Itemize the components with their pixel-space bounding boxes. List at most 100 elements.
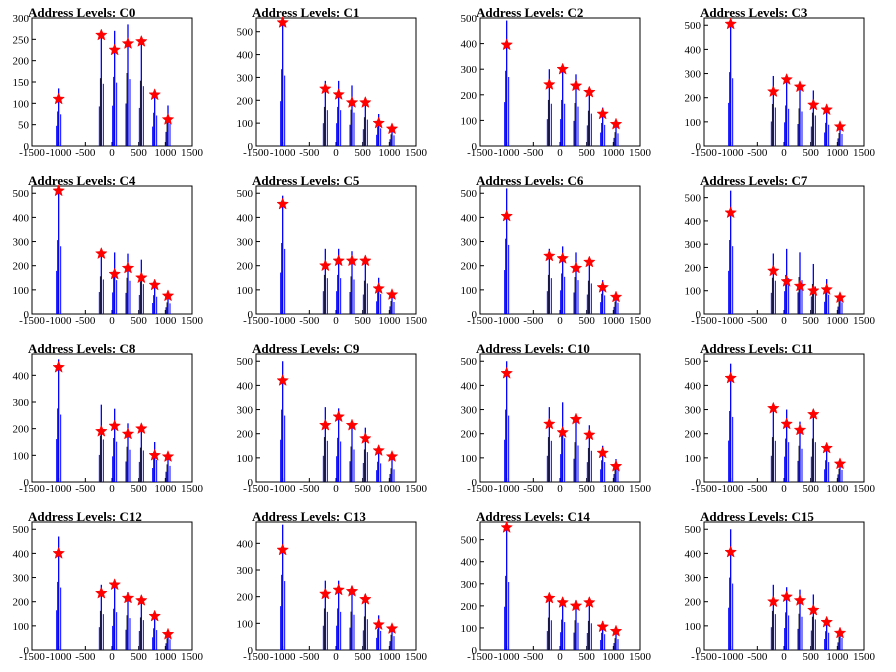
x-tick-label: 0 xyxy=(781,651,787,663)
x-tick-label: -1500 xyxy=(467,483,493,495)
star-marker xyxy=(121,427,135,440)
x-tick-label: -1000 xyxy=(270,483,296,495)
x-tick-label: -500 xyxy=(747,315,768,327)
y-tick-label: 300 xyxy=(461,237,478,249)
y-tick-label: 400 xyxy=(461,39,478,51)
chart-title: Address Levels: C5 xyxy=(252,173,360,188)
chart-title: Address Levels: C15 xyxy=(700,509,814,524)
x-tick-label: 500 xyxy=(130,651,147,663)
x-tick-label: -500 xyxy=(523,315,544,327)
x-tick-label: -1000 xyxy=(46,147,72,159)
bar-cluster xyxy=(810,594,816,650)
chart-title: Address Levels: C3 xyxy=(700,5,808,20)
star-marker xyxy=(345,254,359,267)
y-tick-label: 300 xyxy=(237,72,254,84)
y-tick-label: 500 xyxy=(237,188,254,200)
star-marker xyxy=(582,595,596,608)
chart-svg: 0 100 200 300 400 -1500 -1000 -500 0 500 1000 1500 xyxy=(237,521,428,663)
y-tick-label: 400 xyxy=(685,44,702,56)
y-tick-label: 0 xyxy=(248,645,254,657)
chart-svg: 0 100 200 300 400 500 -1500 -1000 -500 0 500 1000 15… xyxy=(685,17,876,159)
bar-cluster xyxy=(138,37,144,146)
y-tick-label: 50 xyxy=(18,120,30,132)
y-tick-label: 400 xyxy=(461,380,478,392)
y-tick-label: 0 xyxy=(248,309,254,321)
star-marker xyxy=(542,77,556,90)
y-tick-label: 0 xyxy=(248,477,254,489)
x-tick-label: -500 xyxy=(523,483,544,495)
chart-panel: Address Levels: C12 0 100 200 300 400 500 -1500… xyxy=(0,504,224,672)
bar-cluster xyxy=(322,407,328,482)
star-marker xyxy=(161,112,175,125)
y-tick-label: 0 xyxy=(24,141,30,153)
star-marker xyxy=(766,85,780,98)
star-marker xyxy=(94,424,108,437)
star-marker xyxy=(372,618,386,631)
chart-panel: Address Levels: C7 0 100 200 300 400 500 -1500-… xyxy=(672,168,896,336)
x-tick-label: 0 xyxy=(333,483,339,495)
star-marker xyxy=(569,79,583,92)
x-tick-label: -1500 xyxy=(691,651,717,663)
star-marker xyxy=(372,281,386,295)
y-tick-label: 200 xyxy=(13,597,30,609)
star-marker xyxy=(332,87,346,100)
x-tick-label: 0 xyxy=(557,315,563,327)
y-tick-label: 200 xyxy=(685,429,702,441)
y-tick-label: 200 xyxy=(461,601,478,613)
star-marker xyxy=(820,103,834,116)
bar-cluster xyxy=(770,584,776,650)
x-tick-label: 1500 xyxy=(181,147,204,159)
y-tick-label: 0 xyxy=(696,141,702,153)
bar-cluster xyxy=(56,359,62,482)
bar-cluster xyxy=(349,422,355,482)
chart-title: Address Levels: C9 xyxy=(252,341,360,356)
x-tick-label: 0 xyxy=(781,315,787,327)
star-marker xyxy=(833,626,847,639)
bar-cluster xyxy=(98,32,104,146)
star-marker xyxy=(766,595,780,608)
y-tick-label: 300 xyxy=(685,69,702,81)
x-tick-label: -500 xyxy=(75,147,96,159)
chart-svg: 0 100 200 300 400 500 -1500 -1000 -500 0 500 1000 15… xyxy=(237,353,428,495)
bar-cluster xyxy=(376,448,382,482)
x-tick-label: -1500 xyxy=(691,483,717,495)
chart-svg: 0 100 200 300 400 500 -1500 -1000 -500 0 500 1000 15… xyxy=(237,15,428,159)
chart-title: Address Levels: C7 xyxy=(700,173,808,188)
x-tick-label: -1000 xyxy=(270,315,296,327)
x-tick-label: 1000 xyxy=(378,483,401,495)
bar-cluster xyxy=(504,188,510,314)
x-tick-label: 500 xyxy=(130,315,147,327)
y-tick-label: 300 xyxy=(461,579,478,591)
star-marker xyxy=(724,545,738,558)
x-tick-label: -1500 xyxy=(19,651,45,663)
bar-cluster xyxy=(389,459,395,482)
x-tick-label: -1000 xyxy=(46,315,72,327)
star-marker xyxy=(500,520,514,533)
bar-cluster xyxy=(560,402,566,482)
bar-cluster xyxy=(504,361,510,482)
y-tick-label: 500 xyxy=(13,524,30,536)
y-tick-label: 100 xyxy=(13,450,30,462)
star-marker xyxy=(148,609,162,622)
y-tick-label: 400 xyxy=(237,380,254,392)
y-tick-label: 400 xyxy=(237,50,254,62)
star-marker xyxy=(358,95,372,108)
y-tick-label: 200 xyxy=(685,93,702,105)
x-tick-label: 1000 xyxy=(826,483,849,495)
x-tick-label: 500 xyxy=(802,147,819,159)
chart-title: Address Levels: C1 xyxy=(252,5,360,20)
chart-title: Address Levels: C0 xyxy=(28,5,136,20)
y-tick-label: 100 xyxy=(461,285,478,297)
y-tick-label: 400 xyxy=(685,548,702,560)
x-tick-label: 500 xyxy=(354,483,371,495)
y-tick-label: 0 xyxy=(24,309,30,321)
y-tick-label: 200 xyxy=(461,261,478,273)
chart-svg: 0 100 200 300 400 500 -1500 -1000 -500 0 500 1000 15… xyxy=(685,521,876,663)
y-tick-label: 200 xyxy=(461,429,478,441)
y-tick-label: 400 xyxy=(685,380,702,392)
star-marker xyxy=(345,95,359,108)
x-tick-label: 1500 xyxy=(853,315,876,327)
x-tick-label: -500 xyxy=(523,651,544,663)
bar-cluster xyxy=(586,601,592,650)
bar-cluster xyxy=(797,83,803,146)
